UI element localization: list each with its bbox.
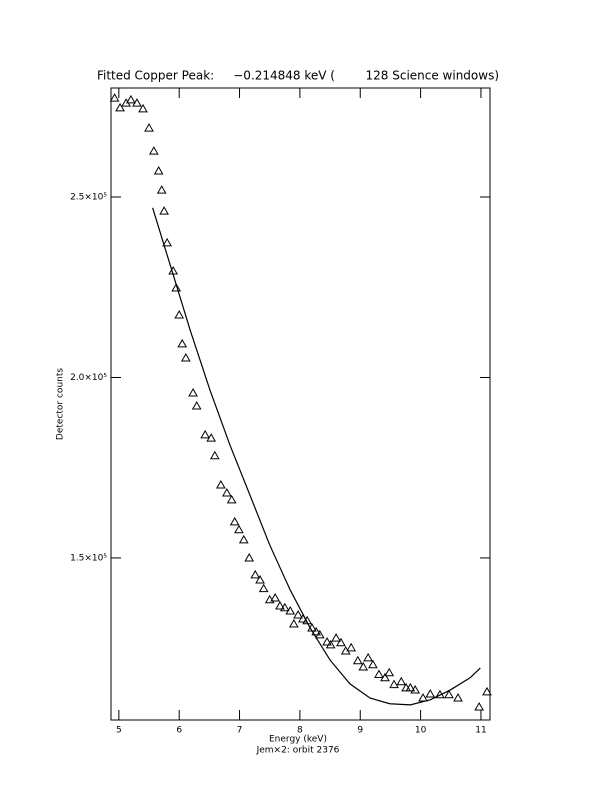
data-point — [302, 615, 313, 625]
data-point — [206, 433, 217, 442]
x-tick-label: 7 — [237, 726, 243, 736]
data-point — [255, 574, 265, 584]
data-point — [325, 639, 336, 649]
x-tick-label: 9 — [357, 726, 363, 736]
data-point — [180, 352, 191, 362]
data-point — [384, 667, 395, 677]
data-point — [425, 689, 436, 698]
y-tick-label: 1.5×10⁵ — [70, 553, 107, 563]
data-point — [153, 166, 164, 175]
data-point — [234, 524, 244, 534]
x-tick-label: 10 — [415, 726, 427, 736]
data-point — [109, 93, 120, 102]
data-point — [177, 338, 188, 348]
data-point — [258, 583, 269, 593]
data-point — [474, 701, 484, 711]
data-point — [191, 400, 202, 410]
chart-title: Fitted Copper Peak: −0.214848 keV ( 128 … — [97, 69, 499, 83]
data-point — [226, 494, 237, 504]
data-point — [396, 676, 407, 686]
x-tick-label: 5 — [116, 726, 122, 736]
data-point — [288, 618, 299, 628]
data-point — [144, 123, 154, 132]
x-axis-label: Energy (keV) — [269, 735, 327, 745]
data-point — [322, 637, 332, 646]
data-point — [346, 642, 357, 652]
data-point — [285, 605, 296, 615]
data-point — [374, 669, 384, 679]
data-point — [174, 310, 185, 319]
data-point — [162, 237, 172, 247]
data-point — [209, 450, 220, 460]
data-point — [418, 692, 428, 702]
plot-frame — [110, 87, 491, 721]
x-tick-label: 8 — [297, 726, 303, 736]
data-point — [188, 387, 198, 397]
data-point — [453, 692, 463, 702]
data-point — [222, 487, 232, 497]
x-tick-label: 11 — [475, 726, 486, 736]
data-point — [293, 609, 303, 619]
data-point — [336, 637, 346, 647]
data-point — [138, 103, 148, 113]
data-point — [482, 686, 492, 696]
data-point — [352, 655, 363, 665]
data-point — [405, 682, 416, 692]
data-point — [156, 185, 167, 194]
y-tick-label: 2.0×10⁵ — [70, 373, 107, 383]
data-point — [244, 552, 255, 562]
fit-curve — [152, 207, 481, 706]
data-point — [238, 534, 249, 544]
data-point — [331, 633, 341, 642]
data-point — [444, 689, 454, 699]
data-point — [148, 146, 159, 155]
data-point — [279, 602, 290, 612]
y-axis-label: Detector counts — [56, 368, 66, 440]
subtitle: Jem×2: orbit 2376 — [256, 746, 340, 756]
data-point — [171, 282, 182, 292]
data-point — [275, 600, 285, 610]
data-point — [363, 652, 373, 662]
data-point — [132, 98, 142, 107]
y-tick-label: 2.5×10⁵ — [70, 193, 107, 203]
data-point — [389, 679, 399, 689]
data-point — [215, 480, 226, 489]
data-point — [358, 661, 369, 671]
data-point — [229, 516, 240, 526]
data-point — [159, 206, 169, 215]
data-point — [380, 672, 390, 682]
data-point — [270, 592, 281, 602]
data-point — [311, 626, 322, 636]
data-point — [200, 429, 211, 439]
data-point — [368, 659, 378, 669]
x-tick-label: 6 — [176, 726, 182, 736]
data-point — [410, 685, 421, 694]
data-point — [314, 629, 325, 639]
data-point — [115, 102, 125, 112]
data-point — [126, 94, 136, 104]
data-point — [250, 569, 261, 579]
